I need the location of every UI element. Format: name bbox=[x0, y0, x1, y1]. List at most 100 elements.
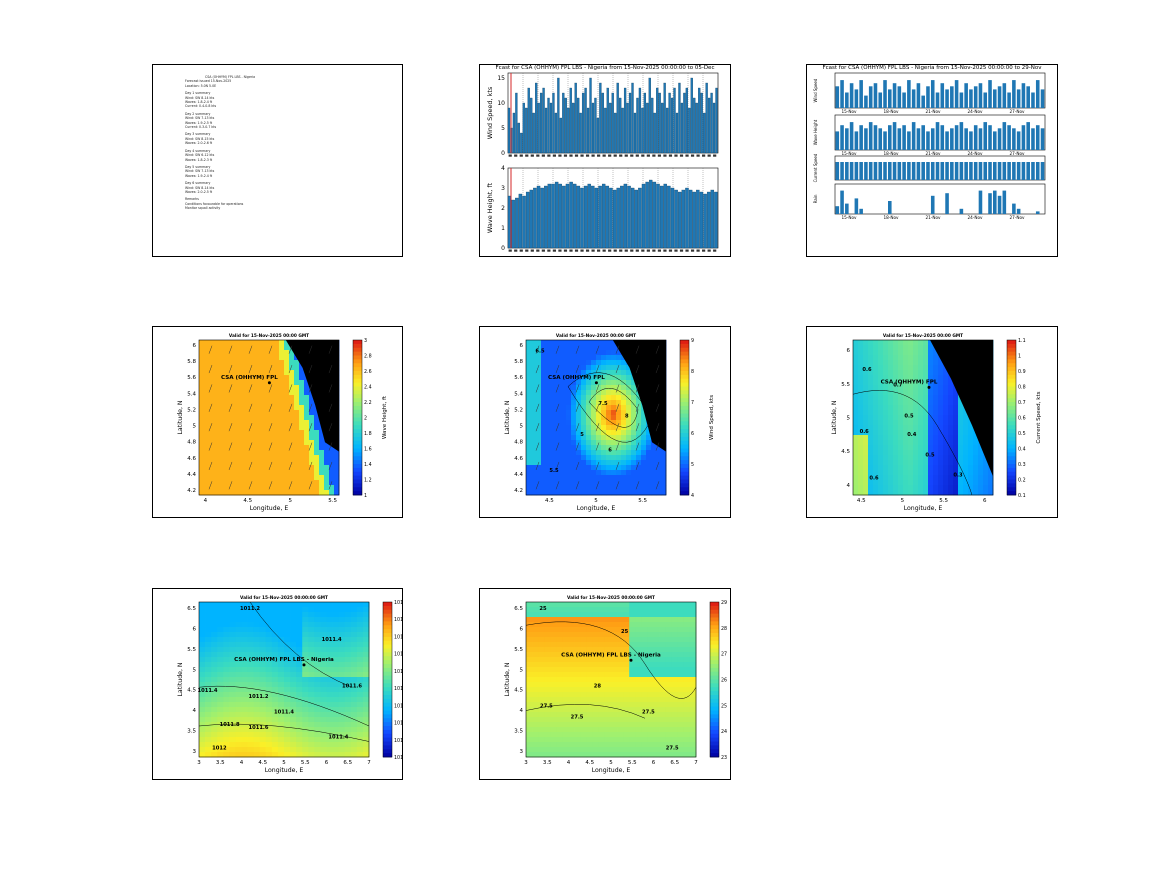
field-cell bbox=[332, 747, 340, 753]
data-bar bbox=[988, 125, 992, 150]
field-cell bbox=[269, 340, 275, 346]
data-bar bbox=[940, 125, 945, 150]
data-bar bbox=[835, 86, 840, 108]
field-cell bbox=[562, 677, 569, 683]
field-cell bbox=[928, 480, 934, 486]
colorbar-segment bbox=[353, 464, 362, 469]
field-cell bbox=[546, 370, 552, 376]
field-cell bbox=[888, 425, 894, 431]
field-cell bbox=[858, 380, 864, 386]
field-cell bbox=[938, 395, 944, 401]
field-cell bbox=[586, 697, 594, 703]
field-cell bbox=[635, 657, 642, 663]
field-cell bbox=[571, 345, 577, 351]
field-cell bbox=[265, 602, 273, 608]
field-cell bbox=[304, 475, 310, 481]
field-cell bbox=[326, 607, 333, 613]
field-cell bbox=[214, 355, 220, 361]
field-cell bbox=[219, 440, 225, 446]
field-cell bbox=[928, 370, 934, 376]
field-cell bbox=[963, 445, 969, 451]
field-cell bbox=[229, 465, 235, 471]
field-cell bbox=[544, 707, 551, 713]
field-cell bbox=[531, 345, 537, 351]
field-cell bbox=[223, 697, 230, 703]
field-cell bbox=[279, 385, 285, 391]
field-cell bbox=[350, 692, 358, 698]
field-cell bbox=[302, 667, 309, 673]
field-cell bbox=[596, 345, 602, 351]
colorbar-label: Wind Speed, kts bbox=[709, 395, 715, 440]
field-cell bbox=[568, 687, 575, 693]
field-cell bbox=[611, 375, 617, 381]
field-cell bbox=[606, 350, 612, 356]
field-cell bbox=[943, 490, 949, 496]
field-cell bbox=[274, 425, 280, 431]
field-cell bbox=[294, 425, 300, 431]
field-cell bbox=[623, 692, 630, 698]
field-cell bbox=[309, 405, 315, 411]
field-cell bbox=[241, 682, 248, 688]
field-cell bbox=[332, 642, 340, 648]
field-cell bbox=[586, 632, 594, 638]
colorbar-segment bbox=[353, 347, 362, 353]
field-cell bbox=[611, 702, 618, 708]
field-cell bbox=[259, 465, 265, 471]
field-cell bbox=[918, 415, 924, 421]
field-cell bbox=[199, 345, 205, 351]
field-cell bbox=[556, 697, 563, 703]
x-tick-label bbox=[536, 154, 540, 157]
field-cell bbox=[629, 692, 636, 698]
field-cell bbox=[241, 647, 248, 653]
data-bar bbox=[533, 187, 537, 249]
field-cell bbox=[598, 677, 606, 683]
field-cell bbox=[653, 702, 660, 708]
colorbar-segment bbox=[1007, 402, 1016, 407]
field-cell bbox=[259, 667, 267, 673]
field-cell bbox=[235, 632, 242, 638]
field-cell bbox=[629, 607, 636, 613]
field-cell bbox=[943, 390, 949, 396]
field-cell bbox=[953, 460, 959, 466]
field-cell bbox=[294, 380, 300, 386]
field-cell bbox=[304, 440, 310, 446]
colorbar-segment bbox=[353, 452, 362, 457]
field-cell bbox=[592, 697, 600, 703]
field-cell bbox=[224, 360, 230, 366]
field-cell bbox=[350, 732, 358, 738]
y-axis-label: Wind Speed, kts bbox=[486, 86, 494, 139]
field-cell bbox=[556, 682, 563, 688]
field-cell bbox=[326, 697, 333, 703]
field-cell bbox=[320, 617, 327, 623]
field-cell bbox=[544, 697, 551, 703]
field-cell bbox=[562, 602, 569, 608]
field-cell bbox=[324, 465, 330, 471]
field-cell bbox=[204, 440, 210, 446]
field-cell bbox=[350, 752, 358, 758]
data-bar bbox=[707, 97, 711, 154]
field-cell bbox=[284, 370, 290, 376]
field-cell bbox=[205, 642, 212, 648]
data-bar bbox=[1031, 92, 1035, 108]
field-cell bbox=[893, 405, 899, 411]
field-cell bbox=[332, 702, 340, 708]
vector-arrow bbox=[328, 461, 333, 471]
x-tick-label: 15-Nov bbox=[841, 109, 857, 114]
field-cell bbox=[863, 415, 869, 421]
field-cell bbox=[677, 612, 685, 618]
field-cell bbox=[271, 652, 279, 658]
field-cell bbox=[853, 425, 859, 431]
field-cell bbox=[224, 365, 230, 371]
field-cell bbox=[665, 687, 673, 693]
field-cell bbox=[604, 697, 612, 703]
vector-arrow bbox=[248, 442, 253, 451]
field-cell bbox=[344, 657, 352, 663]
data-bar bbox=[619, 97, 622, 154]
field-cell bbox=[853, 380, 859, 386]
field-cell bbox=[561, 440, 567, 446]
field-cell bbox=[581, 410, 587, 416]
field-cell bbox=[918, 475, 924, 481]
field-cell bbox=[229, 450, 235, 456]
field-cell bbox=[576, 490, 582, 496]
field-cell bbox=[223, 707, 230, 713]
